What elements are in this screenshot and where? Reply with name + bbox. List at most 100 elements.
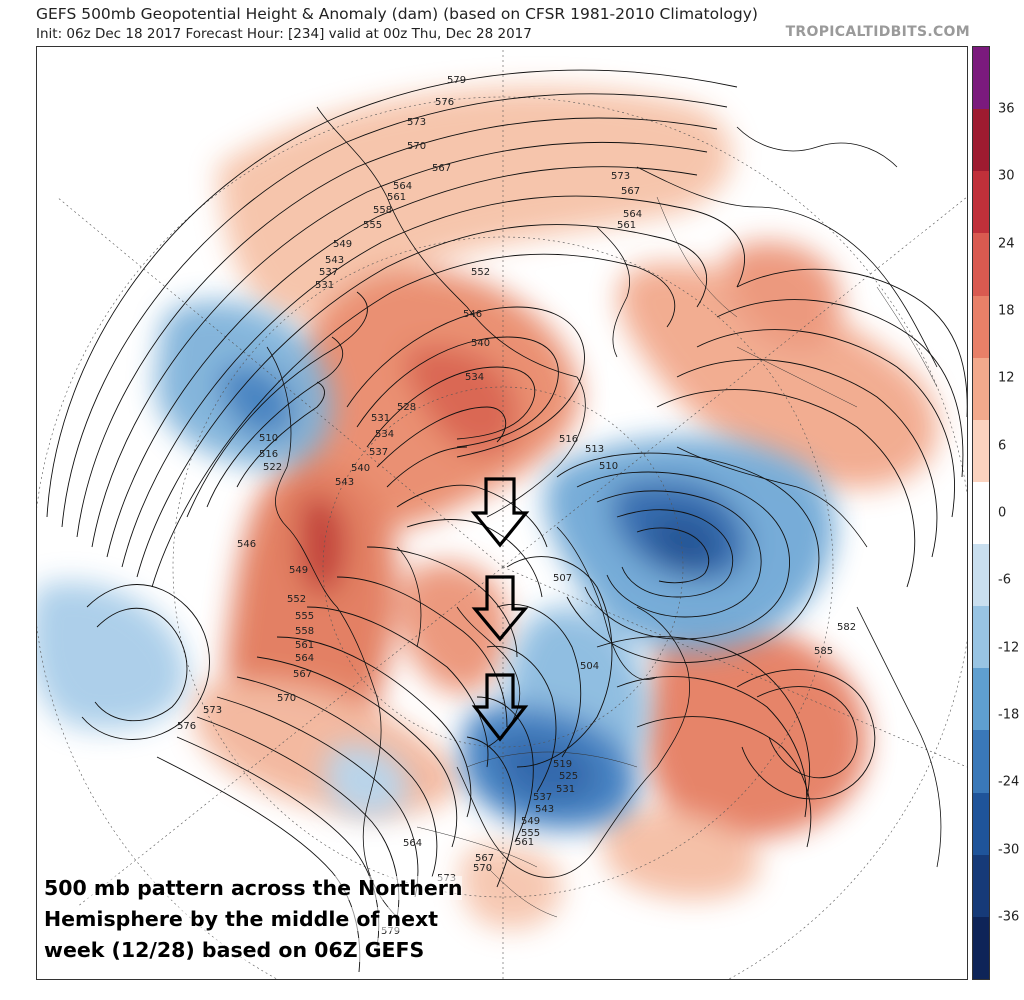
colorbar-tick-label: 36 [998,101,1015,117]
lat-lon-grid [37,47,967,979]
down-arrow-icon [471,575,529,642]
contour-label: 540 [471,338,490,349]
contour-label: 576 [177,721,196,732]
colorbar-tick-label: -6 [998,572,1011,588]
contour-label: 567 [475,853,494,864]
contour-label: 561 [617,220,636,231]
borders [416,196,938,918]
contour-label: 531 [556,784,575,795]
contour-label: 564 [403,838,422,849]
contour-label: 567 [432,163,451,174]
contour-label: 570 [277,693,296,704]
contour-label: 549 [521,816,540,827]
contour-label: 510 [259,433,278,444]
contour-label: 573 [407,117,426,128]
contour-label: 576 [435,97,454,108]
contour-label: 561 [515,837,534,848]
contour-label: 534 [465,372,484,383]
caption-line: Hemisphere by the middle of next [44,907,439,931]
contour-label: 534 [375,429,394,440]
height-contours [46,69,967,973]
colorbar-segment [973,668,989,731]
colorbar-tick-label: 24 [998,236,1015,252]
contour-label: 561 [387,192,406,203]
map-caption: 500 mb pattern across the Northern Hemis… [44,873,474,966]
contour-label: 555 [363,220,382,231]
contour-label: 546 [463,309,482,320]
contour-label: 510 [599,461,618,472]
contour-label: 516 [259,449,278,460]
contour-label: 546 [237,539,256,550]
contour-label: 537 [533,792,552,803]
colorbar-tick-label: 18 [998,303,1015,319]
map-canvas: 579 576 573 570 567 564 561 558 555 549 … [37,47,967,979]
colorbar-segment [973,544,989,607]
colorbar-segment [973,419,989,483]
colorbar-segment [973,730,989,794]
anomaly-shading [37,87,938,930]
contour-label: 555 [295,611,314,622]
contour-label: 543 [325,255,344,266]
contour-label: 555 [521,828,540,839]
contour-label: 552 [471,267,490,278]
contour-label: 513 [585,444,604,455]
contour-label: 579 [381,926,400,937]
map-subtitle: Init: 06z Dec 18 2017 Forecast Hour: [23… [36,26,532,42]
contour-label: 543 [335,477,354,488]
contour-label: 528 [397,402,416,413]
contour-label: 558 [295,626,314,637]
contour-label: 537 [319,267,338,278]
contour-label: 564 [295,653,314,664]
contour-label: 573 [203,705,222,716]
contour-label: 558 [373,205,392,216]
contour-label: 570 [407,141,426,152]
colorbar-segment [973,357,989,421]
colorbar-tick-label: 30 [998,168,1015,184]
contour-label: 582 [837,622,856,633]
colorbar-segment [973,854,989,918]
colorbar-segment [973,109,989,172]
colorbar-segment [973,171,989,234]
colorbar-tick-label: -18 [998,707,1020,723]
down-arrow-icon [470,477,530,548]
contour-label: 549 [333,239,352,250]
hemisphere-map: 579 576 573 570 567 564 561 558 555 549 … [36,46,968,980]
colorbar-segment [973,295,989,359]
contour-label: 579 [447,75,466,86]
contour-label: 504 [580,661,599,672]
contour-label: 552 [287,594,306,605]
colorbar-tick-label: -36 [998,909,1020,925]
colorbar-segment [973,792,989,856]
contour-label: 525 [559,771,578,782]
annotation-arrows [470,477,530,742]
contour-label: 564 [393,181,412,192]
colorbar-tick-label: -30 [998,842,1020,858]
contour-label: 567 [621,186,640,197]
colorbar-tick-label: 6 [998,438,1007,454]
contour-label: 585 [814,646,833,657]
contour-label: 522 [263,462,282,473]
colorbar-segment [973,916,989,980]
colorbar-tick-label: 12 [998,370,1015,386]
contour-label: 561 [295,640,314,651]
colorbar-tick-label: 0 [998,505,1007,521]
contour-label: 567 [293,669,312,680]
map-header: GEFS 500mb Geopotential Height & Anomaly… [0,0,1024,46]
colorbar-tick-label: -24 [998,774,1020,790]
colorbar-segment [973,481,989,545]
contour-label: 573 [611,171,630,182]
colorbar-tick-label: -12 [998,640,1020,656]
caption-line: 500 mb pattern across the Northern [44,876,463,900]
contour-label: 549 [289,565,308,576]
colorbar-segment [973,606,989,669]
contour-label: 507 [553,573,572,584]
coastlines [266,106,942,918]
contour-label: 519 [553,759,572,770]
contour-label: 537 [369,447,388,458]
contour-label: 531 [371,413,390,424]
contour-label: 540 [351,463,370,474]
anomaly-colorbar [972,46,990,980]
colorbar-segment [973,47,989,110]
contour-label: 543 [535,804,554,815]
contour-label: 564 [623,209,642,220]
